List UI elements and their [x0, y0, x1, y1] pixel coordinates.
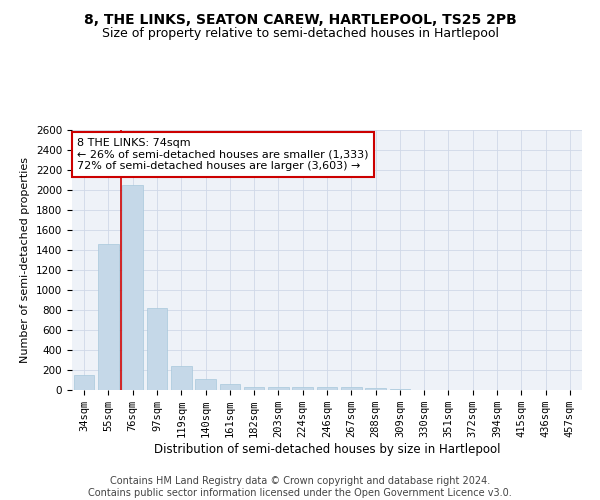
Bar	[195, 379, 216, 390]
Bar	[292, 387, 313, 390]
Bar	[146, 308, 167, 390]
Text: Contains HM Land Registry data © Crown copyright and database right 2024.
Contai: Contains HM Land Registry data © Crown c…	[88, 476, 512, 498]
Text: 8 THE LINKS: 74sqm
← 26% of semi-detached houses are smaller (1,333)
72% of semi: 8 THE LINKS: 74sqm ← 26% of semi-detache…	[77, 138, 368, 171]
Bar	[317, 387, 337, 390]
Text: 8, THE LINKS, SEATON CAREW, HARTLEPOOL, TS25 2PB: 8, THE LINKS, SEATON CAREW, HARTLEPOOL, …	[83, 12, 517, 26]
Bar	[220, 384, 240, 390]
X-axis label: Distribution of semi-detached houses by size in Hartlepool: Distribution of semi-detached houses by …	[154, 443, 500, 456]
Bar	[122, 185, 143, 390]
Bar	[244, 386, 265, 390]
Bar	[98, 244, 119, 390]
Bar	[74, 375, 94, 390]
Bar	[389, 388, 410, 390]
Bar	[171, 366, 191, 390]
Bar	[268, 387, 289, 390]
Bar	[341, 387, 362, 390]
Bar	[365, 388, 386, 390]
Y-axis label: Number of semi-detached properties: Number of semi-detached properties	[20, 157, 31, 363]
Text: Size of property relative to semi-detached houses in Hartlepool: Size of property relative to semi-detach…	[101, 28, 499, 40]
